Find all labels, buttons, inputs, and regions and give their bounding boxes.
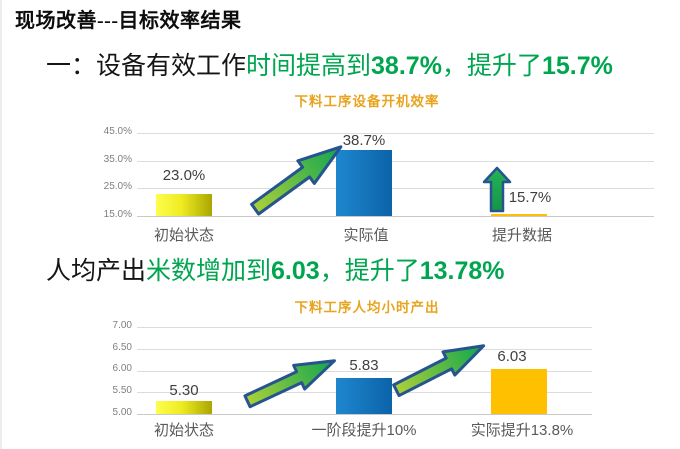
headline2-value-1: 6.03 [271,257,320,285]
gridline [137,370,592,372]
bar-actual-improvement [491,369,547,414]
growth-arrow-icon [392,344,486,398]
headline1-value-1: 38.7% [371,52,442,80]
chart1-value-label-1: 23.0% [162,167,206,184]
chart2-value-label-2: 5.83 [349,357,379,374]
bar-initial-state [156,193,212,216]
chart1-value-label-3: 15.7% [508,189,552,206]
chart1-ytick-15: 15.0% [103,209,132,220]
chart2-ytick-700: 7.00 [112,320,132,331]
chart2-category-3: 实际提升13.8% [470,422,574,439]
chart2-ytick-650: 6.50 [112,342,132,353]
chart2-title: 下料工序人均小时产出 [294,300,440,315]
gridline [137,188,654,190]
gridline [137,348,592,350]
chart2-value-label-3: 6.03 [497,348,527,365]
page-title: 现场改善---目标效率结果 [15,10,242,32]
chart1-value-label-2: 38.7% [342,132,386,149]
gridline [137,160,654,162]
chart1-title: 下料工序设备开机效率 [294,94,440,109]
gridline [137,327,592,328]
headline2-green-text-2: ，提升了 [319,258,420,285]
headline-output-per-person: 人均产出米数增加到6.03，提升了13.78% [46,254,505,289]
headline-equipment-efficiency: 一：设备有效工作时间提高到38.7%，提升了15.7% [46,49,613,84]
chart2-plot-area [137,327,592,415]
growth-arrow-icon [250,145,343,216]
headline2-value-2: 13.78% [419,257,505,285]
headline1-black-text: 一：设备有效工作 [46,53,247,80]
chart1-plot-area [137,133,654,217]
headline1-green-text: 时间提高到 [246,53,372,80]
chart2-category-1: 初始状态 [153,422,214,439]
growth-arrow-icon [243,359,337,409]
chart1-ytick-35: 35.0% [103,154,132,165]
bar-phase1-improvement [336,377,392,414]
chart2-value-label-1: 5.30 [169,382,199,399]
bar-actual-value [336,150,392,216]
headline2-black-text: 人均产出 [46,258,147,285]
chart2-ytick-600: 6.00 [112,363,132,374]
headline2-green-text: 米数增加到 [146,258,272,285]
gridline [137,133,654,134]
chart1-category-2: 实际值 [343,227,389,244]
chart1-ytick-25: 25.0% [103,181,132,192]
up-arrow-icon [482,166,512,213]
chart1-ytick-45: 45.0% [103,126,132,137]
bar-initial-state [156,401,212,414]
chart2-category-2: 一阶段提升10% [311,422,417,439]
chart1-category-3: 提升数据 [491,227,552,244]
headline1-green-text-2: ，提升了 [441,53,542,80]
chart2-ytick-550: 5.50 [112,385,132,396]
chart1-category-1: 初始状态 [153,227,214,244]
chart2-ytick-500: 5.00 [112,407,132,418]
bar-improvement [491,214,547,216]
headline1-value-2: 15.7% [541,52,613,80]
